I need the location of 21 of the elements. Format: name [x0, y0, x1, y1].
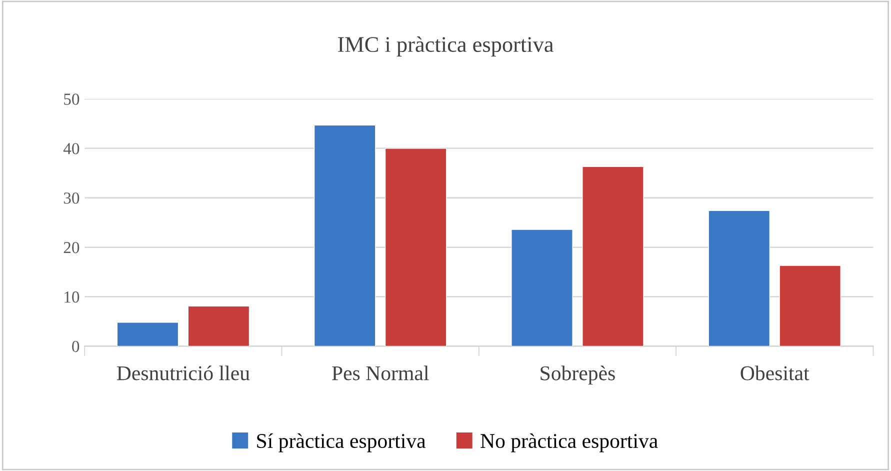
- bar: [779, 265, 842, 346]
- x-tick-label: Obesitat: [740, 366, 810, 380]
- bar: [188, 306, 250, 346]
- y-tick-label: 10: [64, 291, 80, 303]
- bar: [314, 124, 376, 346]
- y-tick-label: 0: [72, 340, 80, 352]
- bar: [116, 322, 179, 346]
- bar: [511, 229, 573, 346]
- y-tick-label: 20: [64, 242, 80, 254]
- bar: [582, 166, 644, 346]
- y-tick-label: 40: [63, 143, 80, 154]
- y-tick-label: 50: [64, 94, 80, 105]
- bar: [384, 148, 447, 346]
- chart-title: IMC i pràctica esportiva: [338, 36, 554, 57]
- bar: [708, 210, 770, 346]
- legend-label: Sí pràctica esportiva: [257, 433, 426, 452]
- x-tick-label: Sobrepès: [540, 366, 615, 385]
- y-tick-label: 30: [64, 192, 80, 204]
- legend-label: No pràctica esportiva: [480, 433, 658, 452]
- x-tick-label: Desnutrició lleu: [116, 366, 250, 380]
- x-tick-label: Pes Normal: [332, 366, 429, 380]
